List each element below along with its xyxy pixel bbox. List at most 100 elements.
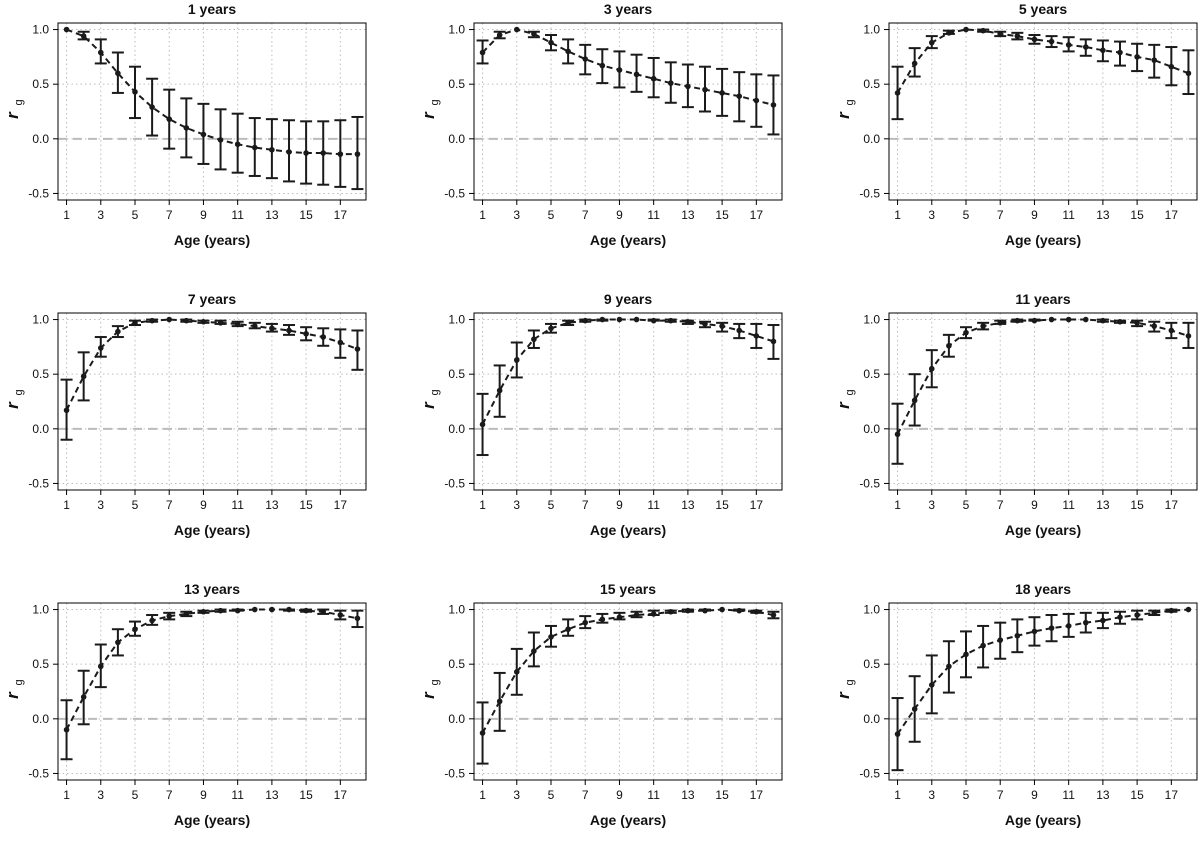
panel-title: 11 years: [1015, 291, 1070, 307]
data-point: [337, 151, 344, 157]
y-tick-label: 1.0: [863, 23, 880, 37]
series-line: [481, 318, 774, 425]
y-axis-label-main: r: [3, 401, 22, 409]
x-tick-label: 17: [1165, 498, 1179, 512]
x-tick-label: 7: [166, 788, 173, 802]
data-point: [719, 323, 725, 329]
x-tick-label: 1: [479, 498, 486, 512]
x-tick-label: 15: [715, 208, 729, 222]
data-point: [1151, 57, 1158, 63]
data-point: [894, 90, 901, 96]
x-tick-label: 3: [513, 788, 520, 802]
plot-frame: [888, 22, 1198, 201]
y-axis-label-main: r: [419, 111, 438, 119]
y-axis-label-main: r: [834, 401, 853, 409]
data-point: [911, 706, 918, 712]
data-point: [303, 150, 309, 156]
y-axis-label: rg: [419, 679, 441, 698]
data-point: [531, 648, 537, 654]
data-point: [599, 62, 606, 69]
data-point: [946, 30, 952, 36]
data-point: [736, 327, 743, 334]
data-point: [149, 617, 155, 624]
data-point: [565, 48, 571, 55]
data-point: [548, 325, 554, 332]
data-point: [63, 26, 70, 33]
data-point: [354, 346, 361, 352]
x-tick-label: 5: [963, 498, 970, 512]
y-tick-label: -0.5: [859, 766, 880, 780]
data-point: [1014, 632, 1021, 639]
data-point: [251, 323, 258, 329]
data-point: [513, 669, 520, 675]
x-tick-label: 5: [132, 208, 139, 222]
data-point: [115, 639, 121, 646]
data-point: [1065, 42, 1072, 48]
series-line: [65, 608, 358, 731]
data-point: [770, 102, 777, 108]
x-tick-label: 7: [582, 208, 589, 222]
data-point: [234, 321, 241, 327]
x-tick-label: 9: [616, 788, 623, 802]
x-axis-label: Age (years): [1005, 522, 1081, 538]
data-point: [736, 93, 743, 100]
y-tick-label: 1.0: [863, 603, 880, 617]
y-axis-label: rg: [3, 99, 25, 118]
data-point: [1168, 327, 1175, 334]
y-tick-label: 1.0: [448, 313, 465, 327]
plot-frame: [57, 312, 367, 491]
data-point: [183, 125, 190, 131]
y-tick-label: 0.0: [448, 422, 465, 436]
y-tick-label: 0.0: [32, 422, 49, 436]
y-tick-label: 1.0: [863, 313, 880, 327]
panel-title: 7 years: [188, 291, 236, 307]
x-tick-label: 15: [1130, 498, 1144, 512]
data-point: [946, 663, 952, 670]
x-tick-label: 1: [894, 498, 901, 512]
data-point: [946, 342, 952, 349]
data-point: [479, 730, 486, 736]
data-point: [894, 731, 901, 737]
x-tick-label: 17: [1165, 788, 1179, 802]
data-point: [149, 317, 155, 324]
x-tick-label: 15: [299, 498, 313, 512]
data-point: [633, 71, 640, 78]
x-tick-label: 11: [647, 498, 660, 512]
x-tick-label: 9: [200, 788, 207, 802]
y-axis-label-subscript: g: [13, 99, 25, 105]
y-axis-label-main: r: [419, 401, 438, 409]
x-tick-label: 7: [997, 788, 1004, 802]
x-tick-label: 13: [1096, 498, 1110, 512]
data-point: [269, 325, 275, 332]
data-point: [1031, 317, 1038, 324]
y-axis-label: rg: [419, 389, 441, 408]
data-point: [286, 149, 292, 155]
y-tick-label: 0.0: [863, 132, 880, 146]
data-point: [702, 607, 708, 614]
data-point: [685, 83, 691, 90]
y-tick-label: 0.5: [863, 657, 880, 671]
data-point: [1065, 316, 1072, 323]
data-point: [1100, 47, 1106, 54]
data-point: [200, 318, 207, 325]
data-point: [1048, 625, 1055, 631]
data-point: [650, 75, 657, 82]
data-point: [667, 317, 674, 324]
data-point: [582, 317, 589, 324]
data-point: [1100, 617, 1106, 624]
data-point: [513, 26, 520, 33]
y-axis-label-subscript: g: [844, 389, 856, 395]
data-point: [234, 607, 241, 614]
data-point: [1082, 44, 1089, 50]
data-point: [286, 327, 292, 334]
data-point: [531, 336, 537, 343]
data-point: [269, 146, 275, 153]
data-point: [1014, 317, 1021, 324]
data-point: [63, 726, 70, 733]
x-tick-label: 17: [334, 498, 348, 512]
